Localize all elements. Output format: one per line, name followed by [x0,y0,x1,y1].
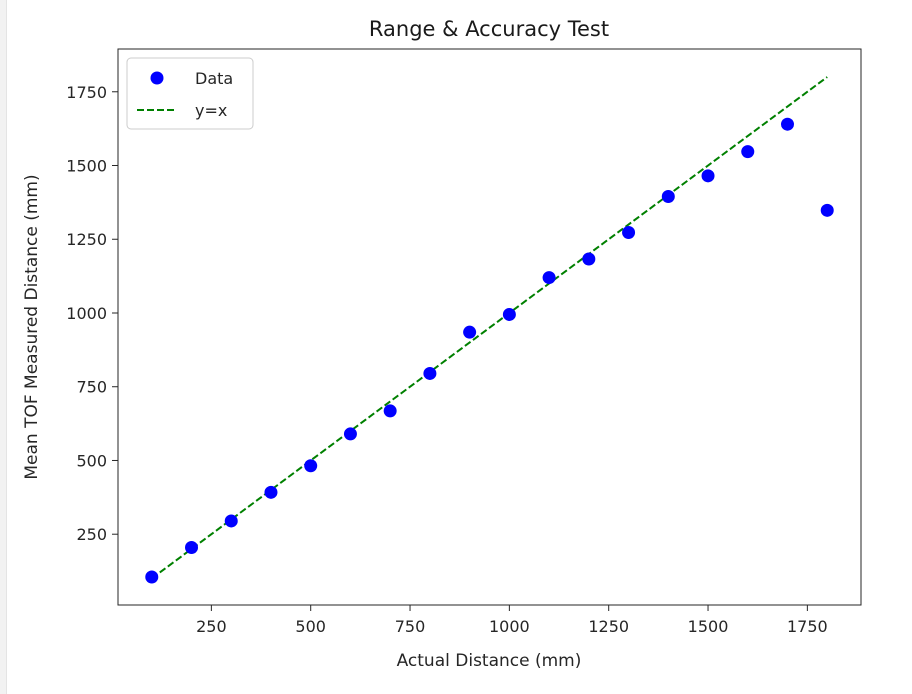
x-tick-label-2: 750 [395,617,426,636]
y-tick-label-5: 1500 [66,157,107,176]
data-point-9 [502,307,516,321]
x-axis: 250 500 750 1000 1250 1500 1750 [196,605,828,636]
data-point-10 [542,271,556,285]
data-point-6 [383,404,397,418]
y-tick-label-0: 250 [76,525,107,544]
data-point-1 [185,540,199,554]
data-point-3 [264,485,278,499]
x-tick-label-3: 1000 [489,617,530,636]
y-tick-label-3: 1000 [66,304,107,323]
y-axis: 250 500 750 1000 1250 1500 1750 [66,83,118,544]
data-point-15 [741,145,755,159]
y-tick-label-6: 1750 [66,83,107,102]
series-line-1 [151,76,828,580]
data-point-12 [622,225,636,239]
data-point-16 [780,117,794,131]
legend: Data y=x [126,57,254,130]
legend-label-line: y=x [195,101,227,120]
data-point-13 [661,189,675,203]
plot-frame [117,48,862,606]
chart-title: Range & Accuracy Test [369,17,609,41]
data-point-7 [423,366,437,380]
data-point-11 [582,252,596,266]
legend-marker-data [150,71,164,85]
data-point-8 [463,325,477,339]
plot-area [145,76,834,584]
x-tick-label-6: 1750 [787,617,828,636]
x-tick-label-4: 1250 [588,617,629,636]
data-point-5 [343,427,357,441]
x-axis-label: Actual Distance (mm) [397,651,582,671]
x-tick-label-1: 500 [295,617,326,636]
y-tick-label-2: 750 [76,378,107,397]
left-panel-border [0,0,7,694]
y-tick-label-1: 500 [76,451,107,470]
data-point-14 [701,169,715,183]
data-point-2 [224,514,238,528]
x-tick-label-5: 1500 [688,617,729,636]
y-axis-label: Mean TOF Measured Distance (mm) [22,174,42,479]
legend-box [126,57,254,130]
data-point-17 [820,203,834,217]
legend-label-data: Data [195,69,233,88]
x-tick-label-0: 250 [196,617,227,636]
data-point-4 [304,459,318,473]
data-point-0 [145,570,159,584]
y-tick-label-4: 1250 [66,230,107,249]
